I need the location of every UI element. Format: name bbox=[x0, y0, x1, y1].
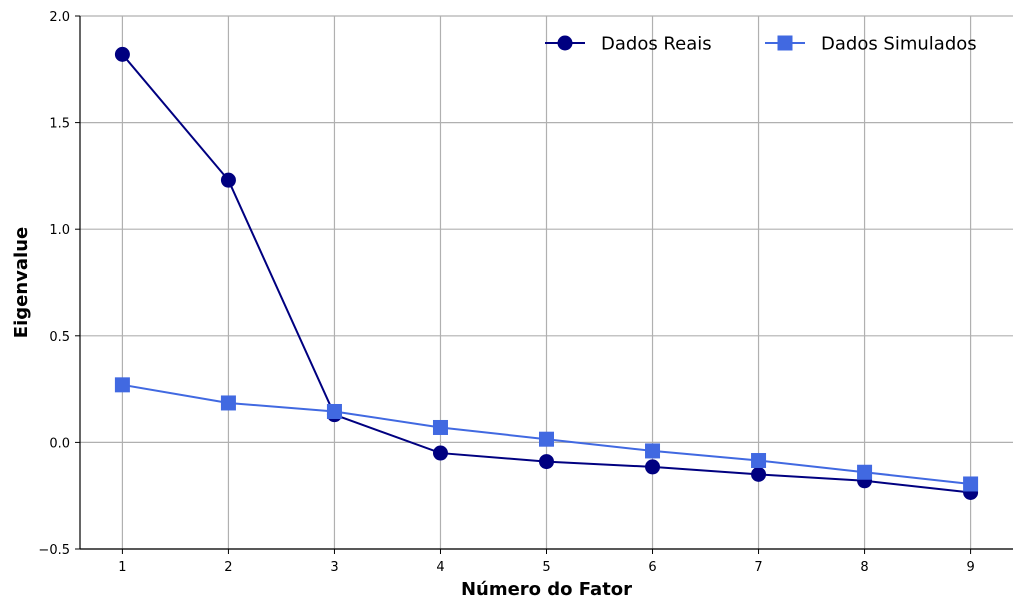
series-2 bbox=[114, 377, 979, 492]
x-axis-title: Número do Fator bbox=[461, 579, 632, 600]
plot-area bbox=[114, 46, 979, 501]
data-point bbox=[114, 46, 130, 62]
x-tick-label: 9 bbox=[966, 560, 974, 575]
data-point bbox=[220, 172, 236, 188]
legend-label: Dados Simulados bbox=[821, 34, 977, 55]
y-tick-label: 1.0 bbox=[49, 223, 70, 238]
x-tick-label: 3 bbox=[330, 560, 338, 575]
data-point bbox=[539, 431, 554, 447]
x-tick-label: 1 bbox=[118, 560, 126, 575]
data-point bbox=[751, 453, 767, 469]
data-point bbox=[114, 377, 130, 393]
x-tick-label: 6 bbox=[648, 560, 656, 575]
y-tick-label: 1.5 bbox=[49, 117, 70, 132]
x-tick-label: 8 bbox=[860, 560, 868, 575]
data-point bbox=[645, 459, 661, 475]
x-tick-label: 4 bbox=[436, 560, 444, 575]
data-point bbox=[645, 443, 661, 459]
y-axis-title: Eigenvalue bbox=[11, 227, 32, 338]
data-point bbox=[963, 476, 979, 492]
x-tick-label: 5 bbox=[542, 560, 550, 575]
legend-label: Dados Reais bbox=[601, 34, 712, 55]
legend-item-2: Dados Simulados bbox=[765, 34, 977, 55]
y-tick-label: −0.5 bbox=[38, 543, 70, 558]
data-point bbox=[220, 395, 236, 411]
y-tick-label: 0.0 bbox=[49, 436, 70, 451]
axes: 1 2 3 4 5 6 7 8 9 −0.5 0.0 0.5 1.0 1.5 2.0 bbox=[38, 10, 1013, 575]
data-point bbox=[432, 445, 448, 461]
legend-item-1: Dados Reais bbox=[545, 34, 712, 55]
legend: Dados Reais Dados Simulados bbox=[545, 34, 977, 55]
y-tick-label: 0.5 bbox=[49, 330, 70, 345]
legend-marker bbox=[557, 35, 573, 51]
data-point bbox=[539, 454, 554, 470]
data-point bbox=[857, 464, 873, 480]
data-point bbox=[326, 403, 342, 419]
x-tick-label: 2 bbox=[224, 560, 232, 575]
data-point bbox=[432, 419, 448, 435]
y-tick-label: 2.0 bbox=[49, 10, 70, 25]
x-tick-label: 7 bbox=[754, 560, 762, 575]
data-point bbox=[751, 466, 767, 482]
legend-marker bbox=[777, 35, 793, 51]
